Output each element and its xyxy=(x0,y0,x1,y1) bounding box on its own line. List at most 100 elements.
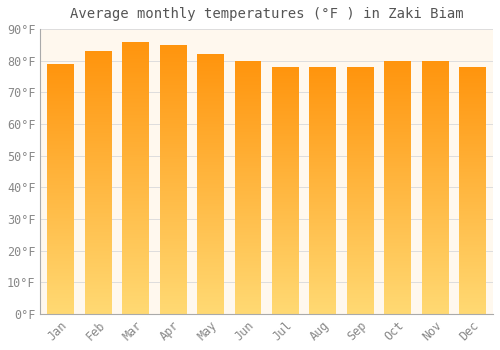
Bar xyxy=(422,249,448,251)
Bar xyxy=(347,279,374,281)
Bar xyxy=(85,209,112,210)
Bar xyxy=(272,177,299,178)
Bar xyxy=(48,211,74,213)
Bar xyxy=(160,175,186,177)
Bar xyxy=(48,278,74,279)
Bar xyxy=(197,91,224,92)
Bar xyxy=(197,119,224,120)
Bar xyxy=(384,233,411,234)
Bar xyxy=(234,95,262,96)
Bar xyxy=(459,282,486,283)
Bar xyxy=(160,178,186,180)
Bar xyxy=(160,116,186,118)
Bar xyxy=(347,200,374,202)
Bar xyxy=(160,204,186,205)
Bar xyxy=(122,273,149,274)
Bar xyxy=(234,195,262,196)
Bar xyxy=(347,215,374,216)
Bar xyxy=(347,204,374,205)
Bar xyxy=(459,111,486,113)
Bar xyxy=(85,178,112,180)
Bar xyxy=(122,156,149,158)
Bar xyxy=(272,171,299,172)
Bar xyxy=(160,218,186,220)
Bar xyxy=(384,115,411,117)
Bar xyxy=(85,112,112,113)
Bar xyxy=(384,185,411,186)
Bar xyxy=(160,139,186,140)
Bar xyxy=(122,221,149,223)
Bar xyxy=(384,161,411,162)
Bar xyxy=(384,302,411,304)
Bar xyxy=(310,91,336,92)
Bar xyxy=(48,226,74,228)
Bar xyxy=(384,263,411,265)
Bar xyxy=(48,75,74,76)
Bar xyxy=(122,161,149,163)
Bar xyxy=(160,298,186,299)
Bar xyxy=(122,49,149,50)
Bar xyxy=(234,246,262,247)
Bar xyxy=(234,190,262,191)
Bar xyxy=(272,153,299,155)
Bar xyxy=(122,164,149,166)
Bar xyxy=(459,118,486,119)
Bar xyxy=(48,295,74,296)
Bar xyxy=(85,280,112,281)
Bar xyxy=(197,200,224,201)
Bar xyxy=(122,224,149,225)
Bar xyxy=(384,205,411,206)
Bar xyxy=(384,248,411,249)
Bar xyxy=(272,127,299,129)
Bar xyxy=(48,259,74,260)
Bar xyxy=(234,237,262,238)
Bar xyxy=(197,182,224,183)
Bar xyxy=(160,164,186,166)
Bar xyxy=(122,232,149,233)
Bar xyxy=(197,224,224,226)
Bar xyxy=(310,167,336,168)
Bar xyxy=(48,265,74,266)
Bar xyxy=(310,247,336,248)
Bar xyxy=(48,205,74,206)
Bar xyxy=(422,294,448,295)
Bar xyxy=(48,166,74,168)
Bar xyxy=(459,166,486,167)
Bar xyxy=(85,305,112,306)
Bar xyxy=(310,145,336,146)
Bar xyxy=(197,158,224,160)
Bar xyxy=(85,201,112,202)
Bar xyxy=(459,136,486,138)
Bar xyxy=(272,260,299,261)
Bar xyxy=(234,142,262,143)
Bar xyxy=(85,64,112,66)
Bar xyxy=(122,43,149,44)
Bar xyxy=(234,223,262,224)
Bar xyxy=(272,155,299,156)
Bar xyxy=(384,251,411,252)
Bar xyxy=(234,123,262,124)
Bar xyxy=(384,169,411,171)
Bar xyxy=(384,295,411,296)
Bar xyxy=(160,65,186,66)
Bar xyxy=(272,248,299,250)
Bar xyxy=(272,276,299,277)
Bar xyxy=(197,278,224,279)
Bar xyxy=(347,161,374,162)
Bar xyxy=(459,162,486,163)
Bar xyxy=(160,148,186,150)
Bar xyxy=(85,292,112,293)
Bar xyxy=(48,95,74,96)
Bar xyxy=(234,244,262,246)
Bar xyxy=(384,150,411,152)
Bar xyxy=(197,170,224,171)
Bar xyxy=(310,163,336,164)
Bar xyxy=(459,250,486,251)
Bar xyxy=(459,84,486,85)
Bar xyxy=(197,281,224,283)
Bar xyxy=(234,74,262,75)
Bar xyxy=(347,230,374,231)
Bar xyxy=(48,309,74,310)
Bar xyxy=(272,150,299,151)
Bar xyxy=(160,267,186,268)
